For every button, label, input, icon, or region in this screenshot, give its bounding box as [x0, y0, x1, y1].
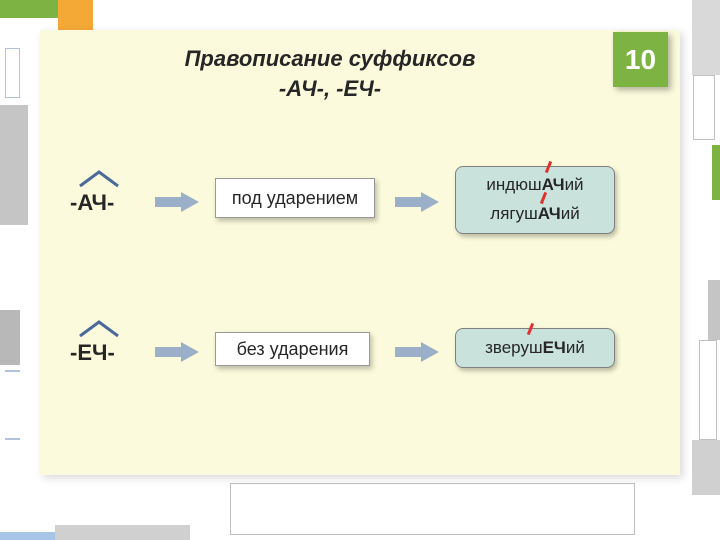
deco-bottom-box — [230, 483, 635, 535]
example-word-1: зверушЕЧий — [485, 334, 585, 363]
condition-box-ach: под ударением — [215, 178, 375, 218]
example-ending: ий — [561, 204, 580, 223]
example-ending: ий — [565, 175, 584, 194]
example-prefix: индюш — [486, 175, 541, 194]
deco-right-box1 — [693, 75, 715, 140]
page-number-text: 10 — [625, 44, 656, 76]
deco-right-gray1 — [692, 0, 720, 75]
example-word-2: лягушАЧий — [490, 200, 579, 229]
condition-text: под ударением — [232, 188, 358, 209]
title-line2: -АЧ-, -ЕЧ- — [279, 76, 381, 101]
deco-left-box1 — [5, 48, 20, 98]
caret-icon — [78, 320, 120, 338]
arrow-icon — [395, 190, 440, 214]
deco-right-box2 — [699, 340, 717, 440]
caret-icon — [78, 170, 120, 188]
arrow-icon — [395, 340, 440, 364]
deco-left-gray1 — [0, 105, 28, 225]
condition-text: без ударения — [237, 339, 349, 360]
suffix-ach-label: -АЧ- — [70, 190, 114, 216]
arrow-icon — [155, 190, 200, 214]
deco-left-gray2 — [0, 310, 20, 365]
example-prefix: зверуш — [485, 338, 543, 357]
example-prefix: лягуш — [490, 204, 537, 223]
deco-right-gray2 — [708, 280, 720, 340]
page-title: Правописание суффиксов -АЧ-, -ЕЧ- — [60, 44, 600, 103]
deco-right-green — [712, 145, 720, 200]
page-number-badge: 10 — [613, 32, 668, 87]
arrow-icon — [155, 340, 200, 364]
example-suffix: АЧ — [538, 204, 561, 223]
deco-top-green — [0, 0, 58, 18]
example-box-ach: индюшАЧий лягушАЧий — [455, 166, 615, 234]
deco-bottom-blue — [0, 532, 55, 540]
example-word-1: индюшАЧий — [486, 171, 583, 200]
title-line1: Правописание суффиксов — [185, 46, 476, 71]
condition-box-ech: без ударения — [215, 332, 370, 366]
deco-right-gray3 — [692, 440, 720, 495]
example-box-ech: зверушЕЧий — [455, 328, 615, 368]
example-suffix: ЕЧ — [543, 338, 566, 357]
deco-bottom-gray — [55, 525, 190, 540]
suffix-ech-label: -ЕЧ- — [70, 340, 115, 366]
deco-left-box2 — [5, 370, 20, 440]
example-ending: ий — [566, 338, 585, 357]
